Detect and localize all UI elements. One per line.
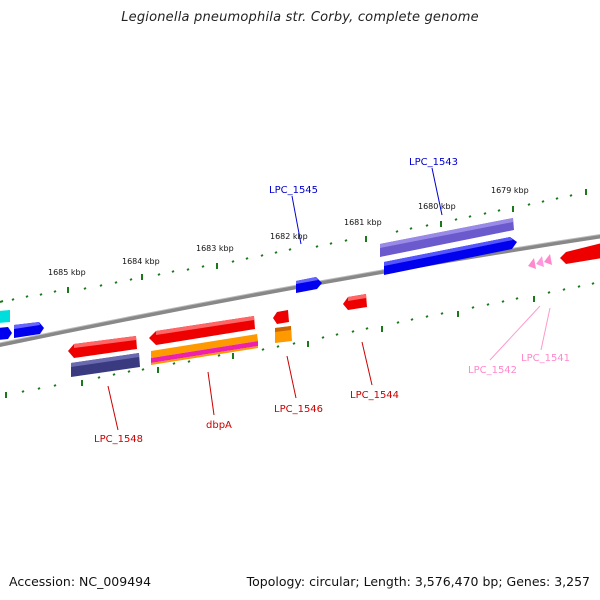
inner-tick-track bbox=[5, 282, 595, 398]
scale-label-1680: 1680 kbp bbox=[418, 202, 456, 211]
scale-label-1683: 1683 kbp bbox=[196, 244, 234, 253]
gene-label-lpc1541[interactable]: LPC_1541 bbox=[521, 353, 570, 364]
leader-lpc1545 bbox=[291, 195, 302, 245]
leader-lpc1541 bbox=[540, 307, 551, 351]
gene-label-lpc1542[interactable]: LPC_1542 bbox=[468, 365, 517, 376]
gene-label-lpc1543[interactable]: LPC_1543 bbox=[409, 157, 458, 168]
leader-lpc1543 bbox=[431, 167, 443, 216]
scale-label-1684: 1684 kbp bbox=[122, 257, 160, 266]
leader-lpc1548 bbox=[107, 385, 119, 431]
feature-lpc1543[interactable] bbox=[384, 237, 517, 275]
leader-lpc1544 bbox=[361, 341, 373, 386]
leader-lpc1542 bbox=[489, 305, 541, 361]
scale-label-1685: 1685 kbp bbox=[48, 268, 86, 277]
leader-dbpa bbox=[207, 371, 215, 416]
feature-left-blue-1[interactable] bbox=[0, 327, 12, 340]
gene-label-lpc1544[interactable]: LPC_1544 bbox=[350, 390, 399, 401]
reverse-features bbox=[68, 294, 367, 377]
feature-right-red[interactable] bbox=[560, 243, 600, 264]
feature-dbpa-band-orange[interactable] bbox=[151, 334, 258, 358]
feature-dbpa-band-magenta[interactable] bbox=[151, 341, 258, 363]
feature-lpc1541[interactable] bbox=[544, 254, 552, 265]
scale-label-1681: 1681 kbp bbox=[344, 218, 382, 227]
accession-text: Accession: NC_009494 bbox=[9, 574, 152, 589]
feature-lpc1541-a[interactable] bbox=[536, 256, 544, 267]
outer-tick-track bbox=[0, 189, 587, 303]
feature-lpc1542[interactable] bbox=[528, 258, 536, 269]
genome-title: Legionella pneumophila str. Corby, compl… bbox=[121, 10, 479, 25]
scale-label-1682: 1682 kbp bbox=[270, 232, 308, 241]
feature-lpc1546[interactable] bbox=[273, 310, 289, 324]
pseudo-features bbox=[528, 254, 552, 269]
gene-label-lpc1545[interactable]: LPC_1545 bbox=[269, 185, 318, 196]
scale-label-1679: 1679 kbp bbox=[491, 186, 529, 195]
leader-lpc1546 bbox=[286, 355, 297, 399]
feature-left-cyan[interactable] bbox=[0, 310, 10, 323]
gene-label-lpc1546[interactable]: LPC_1546 bbox=[274, 404, 323, 415]
forward-features bbox=[0, 218, 600, 340]
gene-label-dbpa[interactable]: dbpA bbox=[206, 420, 232, 431]
gene-label-lpc1548[interactable]: LPC_1548 bbox=[94, 434, 143, 445]
genome-metadata-text: Topology: circular; Length: 3,576,470 bp… bbox=[246, 574, 590, 589]
